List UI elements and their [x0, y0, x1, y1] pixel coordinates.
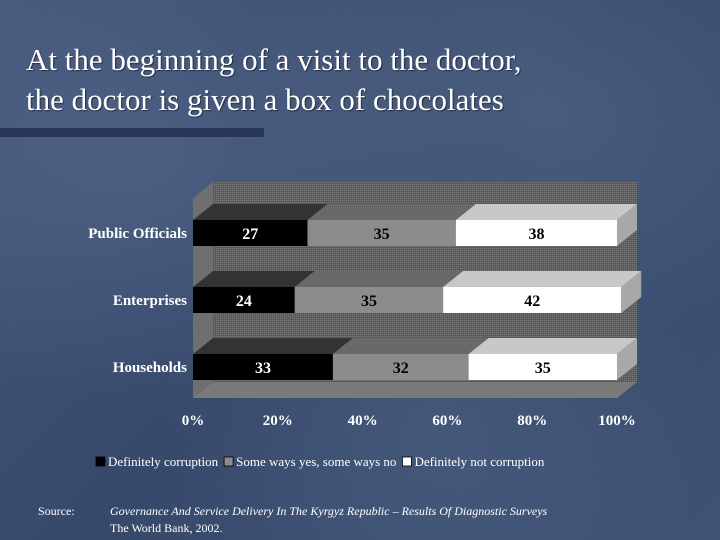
- legend-swatch-definitely-corruption: [95, 456, 106, 467]
- bar-enterprises-some-ways-yes-some-ways-no: [294, 287, 444, 313]
- bar-top-households-definitely-corruption: [193, 338, 353, 354]
- bar-side-public-officials: [617, 204, 637, 246]
- x-tick-label-1: 20%: [263, 413, 293, 429]
- x-tick-label-2: 40%: [348, 413, 378, 429]
- x-tick-label-5: 100%: [598, 413, 636, 429]
- data-label-enterprises-definitely-not-corruption: 42: [524, 293, 540, 310]
- legend: Definitely corruption Some ways yes, some…: [95, 454, 545, 469]
- bar-top-enterprises-definitely-corruption: [193, 271, 315, 287]
- data-label-households-definitely-not-corruption: 35: [535, 360, 551, 377]
- bar-top-public-officials-definitely-not-corruption: [455, 204, 637, 220]
- bar-top-households-definitely-not-corruption: [468, 338, 637, 354]
- bar-public-officials-some-ways-yes-some-ways-no: [307, 220, 456, 246]
- legend-item-definitely-corruption: Definitely corruption: [95, 454, 219, 469]
- bar-top-households-some-ways-yes-some-ways-no: [332, 338, 489, 354]
- axis-layer: Public Officials Enterprises Households 0% 2…: [88, 226, 636, 429]
- bar-top-public-officials-some-ways-yes-some-ways-no: [307, 204, 476, 220]
- data-label-public-officials-definitely-not-corruption: 38: [528, 226, 544, 243]
- category-label-households: Households: [113, 360, 187, 376]
- bar-households-definitely-not-corruption: [468, 354, 617, 380]
- x-tick-label-3: 60%: [432, 413, 462, 429]
- slide-title: At the beginning of a visit to the docto…: [26, 40, 706, 120]
- data-label-enterprises-definitely-corruption: 24: [236, 293, 252, 310]
- source-label: Source:: [38, 504, 75, 518]
- source-reference: Governance And Service Delivery In The K…: [110, 504, 548, 518]
- source-publisher: The World Bank, 2002.: [110, 521, 223, 535]
- legend-swatch-some-ways-yes-some-ways-no: [223, 456, 234, 467]
- category-label-enterprises: Enterprises: [113, 293, 187, 309]
- plot-floor: [193, 382, 637, 398]
- bar-public-officials-definitely-corruption: [193, 220, 308, 246]
- bars-layer: [193, 204, 642, 380]
- legend-item-definitely-not-corruption: Definitely not corruption: [402, 454, 545, 469]
- data-labels-layer: 27 35 38 24 35 42 33 32 35: [236, 226, 551, 377]
- source-citation: Governance And Service Delivery In The K…: [110, 503, 710, 537]
- data-label-public-officials-some-ways-yes-some-ways-no: 35: [374, 226, 390, 243]
- title-underline: [0, 128, 264, 137]
- legend-item-some-ways-yes-some-ways-no: Some ways yes, some ways no: [223, 454, 396, 469]
- data-label-households-some-ways-yes-some-ways-no: 32: [393, 360, 409, 377]
- bar-enterprises-definitely-not-corruption: [443, 287, 622, 313]
- bar-public-officials-definitely-not-corruption: [455, 220, 617, 246]
- bar-group-public-officials: [193, 204, 637, 246]
- bar-side-households: [617, 338, 637, 380]
- legend-label-definitely-corruption: Definitely corruption: [108, 454, 219, 469]
- title-line-2: the doctor is given a box of chocolates: [26, 82, 504, 117]
- category-label-public-officials: Public Officials: [88, 226, 187, 242]
- x-tick-label-4: 80%: [517, 413, 547, 429]
- legend-label-some-ways-yes-some-ways-no: Some ways yes, some ways no: [236, 454, 396, 469]
- bar-top-public-officials-definitely-corruption: [193, 204, 328, 220]
- bar-group-households: [193, 338, 637, 380]
- data-label-households-definitely-corruption: 33: [255, 360, 271, 377]
- legend-swatch-definitely-not-corruption: [402, 456, 412, 467]
- bar-top-enterprises-some-ways-yes-some-ways-no: [294, 271, 464, 287]
- data-label-public-officials-definitely-corruption: 27: [242, 226, 258, 243]
- data-label-enterprises-some-ways-yes-some-ways-no: 35: [361, 293, 377, 310]
- bar-top-enterprises-definitely-not-corruption: [443, 271, 642, 287]
- bar-households-some-ways-yes-some-ways-no: [332, 354, 469, 380]
- x-tick-label-0: 0%: [182, 413, 205, 429]
- bar-group-enterprises: [193, 271, 642, 313]
- bar-side-enterprises: [621, 271, 642, 313]
- bar-enterprises-definitely-corruption: [193, 287, 295, 313]
- title-line-1: At the beginning of a visit to the docto…: [26, 42, 522, 77]
- legend-label-definitely-not-corruption: Definitely not corruption: [414, 454, 544, 469]
- bar-households-definitely-corruption: [193, 354, 333, 380]
